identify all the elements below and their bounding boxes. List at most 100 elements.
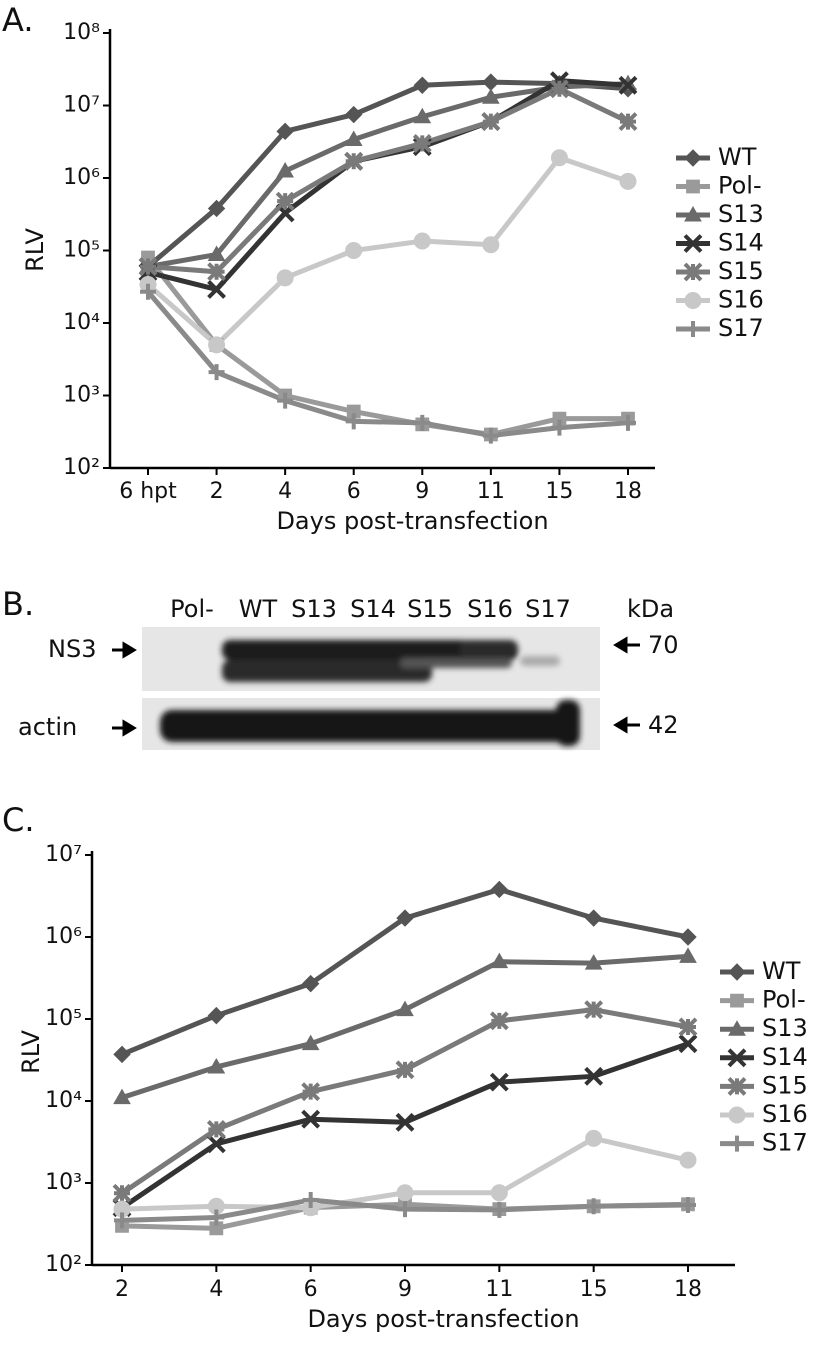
data-point xyxy=(489,1011,509,1031)
series-line xyxy=(146,155,629,348)
data-point xyxy=(584,909,603,927)
x-tick-label: 11 xyxy=(485,1277,513,1302)
series-line xyxy=(146,255,628,437)
y-tick-label: 10² xyxy=(63,455,100,480)
data-point xyxy=(482,236,500,254)
legend-marker xyxy=(728,1106,746,1124)
y-tick-label: 10⁷ xyxy=(45,842,82,867)
panel-label: C. xyxy=(2,801,35,839)
band xyxy=(222,640,518,660)
unit-label: kDa xyxy=(627,595,674,623)
y-tick-label: 10³ xyxy=(45,1170,82,1195)
series-line xyxy=(147,86,630,275)
data-point xyxy=(491,1201,508,1218)
band xyxy=(520,656,560,666)
data-point xyxy=(489,1072,509,1092)
data-point xyxy=(414,414,431,431)
data-point xyxy=(395,1060,415,1080)
x-tick-label: 18 xyxy=(614,479,642,504)
data-point xyxy=(344,130,363,146)
legend-marker xyxy=(683,234,703,253)
legend-label: S17 xyxy=(718,314,764,342)
x-tick-label: 15 xyxy=(545,479,573,504)
data-point xyxy=(140,283,156,300)
data-point xyxy=(113,1088,131,1105)
legend-label: WT xyxy=(762,957,801,985)
data-point xyxy=(138,257,158,276)
data-point xyxy=(585,1198,602,1215)
data-point xyxy=(113,1045,131,1064)
data-point xyxy=(678,1017,698,1037)
size-label: 42 xyxy=(648,711,679,739)
series-line xyxy=(146,79,629,269)
chart: 10² 10³ 10⁴ 10⁵ 10⁶ 10⁷ 2 4 6 9 11 15 18 Days post-tr… xyxy=(17,842,808,1333)
legend-label: S15 xyxy=(762,1071,808,1099)
data-point xyxy=(620,414,636,431)
data-point xyxy=(207,199,226,218)
data-point xyxy=(584,1066,604,1086)
data-point xyxy=(618,75,638,95)
row-label: NS3 xyxy=(48,635,96,663)
data-point xyxy=(208,364,225,381)
x-tick-label: 4 xyxy=(209,1277,223,1302)
series-line xyxy=(147,81,629,270)
size-label: 70 xyxy=(648,631,679,659)
lane-label: S13 xyxy=(291,595,337,623)
data-point xyxy=(550,79,569,99)
blot: NS3 actin 70 42 kDa Pol- WT S13 S14 S15 … xyxy=(18,595,679,750)
data-point xyxy=(208,1209,225,1226)
x-tick-label: 6 hpt xyxy=(119,479,177,504)
bands xyxy=(160,640,580,746)
data-point xyxy=(207,1006,226,1025)
y-tick-label: 10⁴ xyxy=(63,310,100,335)
legend-label: S14 xyxy=(762,1043,808,1071)
data-point xyxy=(112,1183,132,1203)
x-tick-label: 6 xyxy=(304,1277,318,1302)
legend-marker xyxy=(685,321,701,337)
data-point xyxy=(584,954,603,970)
band xyxy=(460,640,516,656)
x-tick-label: 15 xyxy=(580,1277,608,1302)
data-point xyxy=(552,411,567,426)
y-axis-title: RLV xyxy=(17,1030,45,1074)
data-point xyxy=(207,1197,225,1215)
x-tick-label: 2 xyxy=(210,479,224,504)
data-point xyxy=(209,1221,224,1236)
data-point xyxy=(301,1034,320,1051)
data-point xyxy=(344,151,364,171)
data-point xyxy=(679,947,697,963)
y-tick-label: 10⁴ xyxy=(45,1088,82,1113)
legend-label: Pol- xyxy=(762,986,806,1014)
legend-label: S15 xyxy=(718,257,764,285)
lane-label: S17 xyxy=(525,595,571,623)
legend-label: WT xyxy=(718,143,757,171)
data-point xyxy=(206,1134,226,1154)
data-point xyxy=(345,105,363,124)
lane-label: Pol- xyxy=(170,595,214,623)
y-tick-label: 10⁶ xyxy=(45,924,82,949)
data-point xyxy=(345,242,363,259)
legend-label: Pol- xyxy=(718,172,762,200)
x-tick-label: 6 xyxy=(347,479,361,504)
data-point xyxy=(413,232,431,250)
y-tick-label: 10⁶ xyxy=(63,165,100,190)
lane-label: S14 xyxy=(350,595,396,623)
data-point xyxy=(395,1112,415,1132)
legend-marker xyxy=(684,149,702,167)
data-point xyxy=(301,1109,321,1129)
row-label: actin xyxy=(18,713,77,741)
legend-label: S13 xyxy=(718,200,764,228)
data-point xyxy=(679,928,697,946)
x-tick-label: 11 xyxy=(477,479,505,504)
legend-label: S16 xyxy=(762,1100,808,1128)
data-point xyxy=(482,427,499,444)
x-tick-label: 18 xyxy=(674,1277,702,1302)
data-point xyxy=(301,1082,321,1102)
x-tick-label: 9 xyxy=(398,1277,412,1302)
data-point xyxy=(550,149,568,167)
data-point xyxy=(678,1034,698,1054)
data-point xyxy=(618,112,638,131)
data-point xyxy=(345,413,362,430)
